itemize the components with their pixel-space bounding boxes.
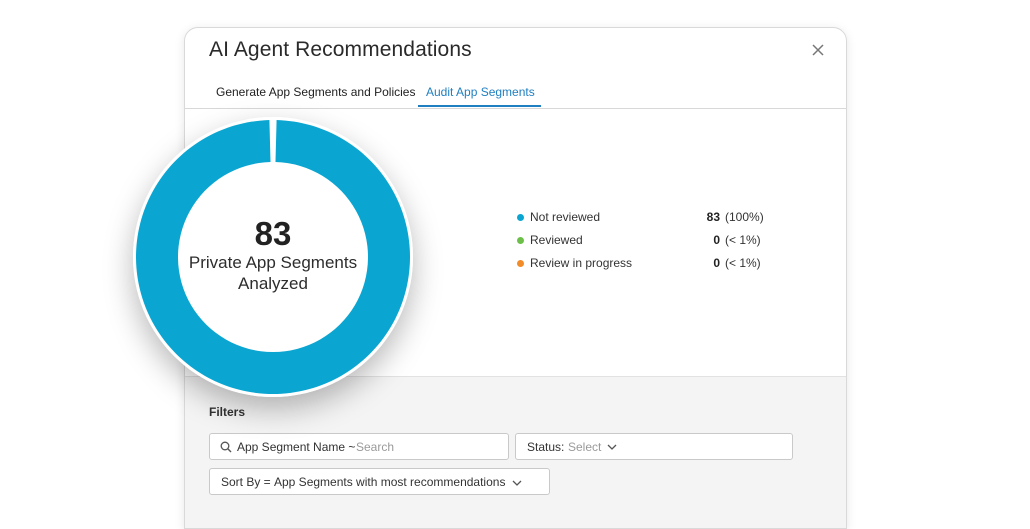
status-select[interactable]: Status: Select (515, 433, 793, 460)
legend-row-review-in-progress: Review in progress 0 (< 1%) (517, 256, 777, 272)
status-label: Status: (527, 440, 565, 454)
legend-percent: (< 1%) (725, 256, 761, 270)
legend-count: 0 (713, 233, 720, 247)
legend-percent: (100%) (725, 210, 764, 224)
donut-slice-not-reviewed (136, 120, 410, 394)
legend-label: Review in progress (530, 256, 633, 270)
legend-dot (517, 214, 524, 221)
sort-value: App Segments with most recommendations (274, 475, 506, 489)
search-placeholder: Search (356, 440, 395, 454)
donut-center: 83 Private App Segments Analyzed (133, 117, 413, 397)
donut-svg (133, 117, 413, 397)
filters-panel: Filters App Segment Name ~ Search Status… (185, 376, 846, 528)
filters-heading: Filters (209, 405, 246, 419)
legend-label: Reviewed (530, 233, 583, 247)
close-button[interactable] (807, 39, 829, 61)
legend-dot (517, 260, 524, 267)
chevron-down-icon (512, 480, 522, 486)
tab-bar: Generate App Segments and Policies Audit… (185, 78, 846, 109)
donut-caption-line1: Private App Segments (188, 253, 358, 272)
legend-percent: (< 1%) (725, 233, 761, 247)
modal-title: AI Agent Recommendations (209, 38, 472, 61)
total-segments-count: 83 (254, 215, 292, 252)
status-placeholder: Select (568, 440, 602, 454)
active-tab-indicator (418, 105, 541, 107)
legend-row-reviewed: Reviewed 0 (< 1%) (517, 233, 777, 249)
donut-caption-line2: Analyzed (238, 274, 308, 293)
legend-row-not-reviewed: Not reviewed 83 (100%) (517, 210, 777, 226)
legend-dot (517, 237, 524, 244)
sort-label: Sort By = (221, 475, 271, 489)
legend-label: Not reviewed (530, 210, 601, 224)
tab-audit-app-segments[interactable]: Audit App Segments (426, 85, 535, 99)
search-field-label: App Segment Name ~ (237, 440, 356, 454)
sort-by-select[interactable]: Sort By = App Segments with most recomme… (209, 468, 550, 495)
close-icon (812, 44, 824, 56)
app-segment-search-input[interactable]: App Segment Name ~ Search (209, 433, 509, 460)
segments-donut-chart: 83 Private App Segments Analyzed (133, 117, 413, 397)
legend-count: 0 (713, 256, 720, 270)
search-icon (220, 441, 232, 453)
chevron-down-icon (607, 444, 617, 450)
legend-count: 83 (706, 210, 720, 224)
tab-generate-app-segments[interactable]: Generate App Segments and Policies (216, 85, 416, 99)
